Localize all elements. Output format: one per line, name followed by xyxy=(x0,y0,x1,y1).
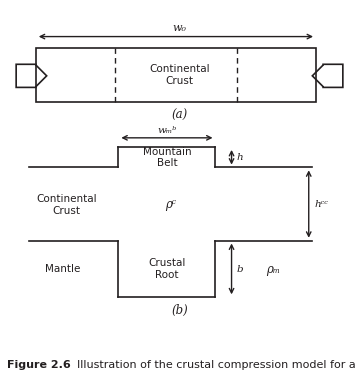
Text: Figure 2.6: Figure 2.6 xyxy=(7,360,71,370)
Text: wₘᵇ: wₘᵇ xyxy=(157,126,177,135)
Text: ρₘ: ρₘ xyxy=(266,263,280,276)
Text: w₀: w₀ xyxy=(173,23,186,33)
Text: (b): (b) xyxy=(171,304,188,317)
Text: Continental
Crust: Continental Crust xyxy=(36,194,97,216)
Text: h: h xyxy=(237,152,243,162)
Text: Illustration of the crustal compression model for a: Illustration of the crustal compression … xyxy=(70,360,356,370)
Text: b: b xyxy=(236,265,243,274)
Text: ρᶜ: ρᶜ xyxy=(165,198,176,211)
Text: hᶜᶜ: hᶜᶜ xyxy=(314,199,328,209)
Text: Mountain
Belt: Mountain Belt xyxy=(143,147,191,168)
Text: Mantle: Mantle xyxy=(45,264,80,274)
Bar xyxy=(36,48,316,102)
Text: Crustal
Root: Crustal Root xyxy=(148,258,186,280)
Text: (a): (a) xyxy=(171,109,188,122)
Text: Continental
Crust: Continental Crust xyxy=(149,64,210,86)
